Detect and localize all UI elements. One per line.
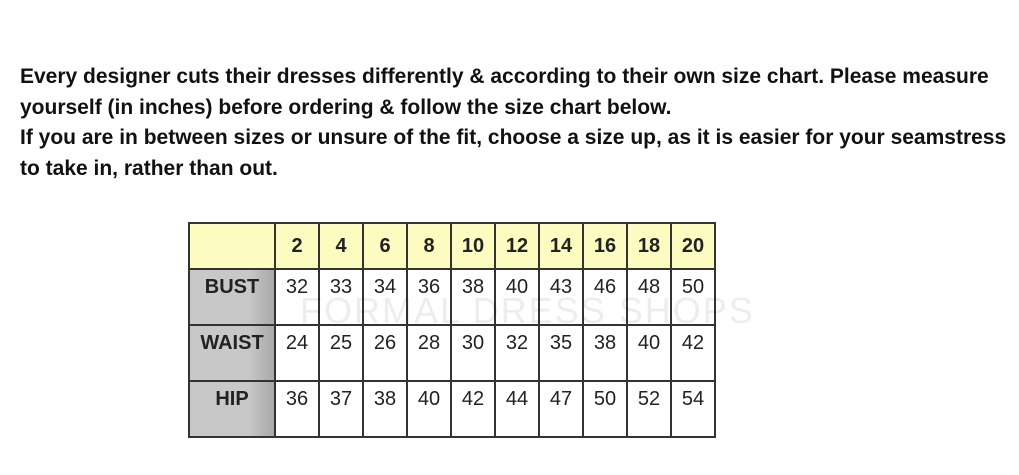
measurement-value: 42 <box>670 324 716 382</box>
measurement-value: 30 <box>450 324 496 382</box>
measurement-value: 50 <box>582 380 628 438</box>
size-header-cell: 14 <box>538 222 584 270</box>
measurement-value: 46 <box>582 268 628 326</box>
measurement-value: 50 <box>670 268 716 326</box>
size-header-cell: 2 <box>274 222 320 270</box>
size-header-cell: 4 <box>318 222 364 270</box>
measurement-value: 36 <box>274 380 320 438</box>
size-header-cell: 8 <box>406 222 452 270</box>
size-header-cell: 16 <box>582 222 628 270</box>
size-header-cell: 20 <box>670 222 716 270</box>
corner-cell <box>188 222 276 270</box>
intro-paragraph-1: Every designer cuts their dresses differ… <box>20 65 989 119</box>
measurement-value: 38 <box>582 324 628 382</box>
measurement-value: 44 <box>494 380 540 438</box>
measurement-value: 38 <box>450 268 496 326</box>
size-header-cell: 6 <box>362 222 408 270</box>
measurement-value: 40 <box>406 380 452 438</box>
measurement-value: 32 <box>274 268 320 326</box>
intro-paragraph-2: If you are in between sizes or unsure of… <box>20 126 1007 180</box>
measurement-value: 28 <box>406 324 452 382</box>
size-header-cell: 18 <box>626 222 672 270</box>
measurement-value: 33 <box>318 268 364 326</box>
intro-text: Every designer cuts their dresses differ… <box>20 62 1010 184</box>
measurement-label: HIP <box>188 380 276 438</box>
measurement-row: HIP 36 37 38 40 42 44 47 50 52 54 <box>188 380 716 438</box>
measurement-value: 47 <box>538 380 584 438</box>
measurement-value: 52 <box>626 380 672 438</box>
measurement-value: 40 <box>494 268 540 326</box>
measurement-value: 40 <box>626 324 672 382</box>
measurement-label: BUST <box>188 268 276 326</box>
measurement-label: WAIST <box>188 324 276 382</box>
size-header-cell: 12 <box>494 222 540 270</box>
size-header-cell: 10 <box>450 222 496 270</box>
measurement-value: 32 <box>494 324 540 382</box>
measurement-value: 36 <box>406 268 452 326</box>
measurement-value: 34 <box>362 268 408 326</box>
measurement-value: 38 <box>362 380 408 438</box>
size-chart-table: 2 4 6 8 10 12 14 16 18 20 BUST 32 33 34 36 38 40 43 46 48 5… <box>188 222 716 438</box>
measurement-value: 48 <box>626 268 672 326</box>
measurement-value: 54 <box>670 380 716 438</box>
measurement-value: 35 <box>538 324 584 382</box>
measurement-row: BUST 32 33 34 36 38 40 43 46 48 50 <box>188 268 716 326</box>
measurement-value: 25 <box>318 324 364 382</box>
measurement-value: 42 <box>450 380 496 438</box>
measurement-value: 37 <box>318 380 364 438</box>
measurement-value: 26 <box>362 324 408 382</box>
measurement-value: 43 <box>538 268 584 326</box>
measurement-value: 24 <box>274 324 320 382</box>
size-header-row: 2 4 6 8 10 12 14 16 18 20 <box>188 222 716 270</box>
measurement-row: WAIST 24 25 26 28 30 32 35 38 40 42 <box>188 324 716 382</box>
